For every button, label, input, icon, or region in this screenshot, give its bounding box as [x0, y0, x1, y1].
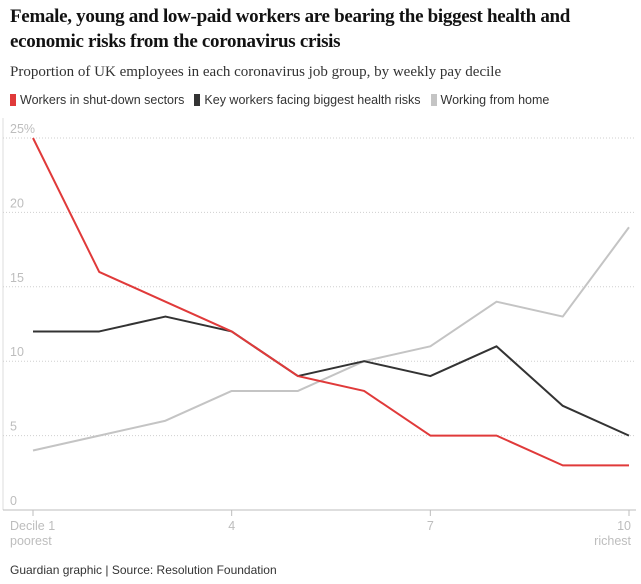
y-tick-label: 10 — [10, 345, 24, 359]
y-tick-label: 20 — [10, 196, 24, 210]
source-note: Guardian graphic | Source: Resolution Fo… — [10, 563, 277, 577]
x-tick-label: Decile 1 — [10, 519, 55, 533]
y-tick-label: 5 — [10, 420, 17, 434]
legend-label: Working from home — [440, 93, 550, 107]
legend-label: Workers in shut-down sectors — [20, 93, 185, 107]
series-line-2 — [32, 226, 630, 452]
legend-item: Key workers facing biggest health risks — [194, 92, 421, 108]
y-tick-label: 0 — [10, 494, 17, 508]
legend: Workers in shut-down sectors Key workers … — [10, 92, 638, 108]
legend-label: Key workers facing biggest health risks — [204, 93, 421, 107]
chart-title: Female, young and low-paid workers are b… — [10, 6, 571, 52]
chart-subtitle: Proportion of UK employees in each coron… — [10, 64, 502, 80]
chart-header: Female, young and low-paid workers are b… — [10, 4, 638, 108]
legend-swatch — [10, 94, 16, 106]
legend-item: Workers in shut-down sectors — [10, 92, 184, 108]
x-tick-sublabel: richest — [594, 534, 631, 548]
x-tick-label: 7 — [427, 519, 434, 533]
y-tick-label: 25% — [10, 122, 35, 136]
series-line-0 — [32, 137, 629, 467]
legend-swatch — [430, 94, 437, 106]
legend-swatch — [194, 94, 201, 106]
legend-item: Working from home — [430, 92, 550, 108]
x-tick-sublabel: poorest — [10, 534, 52, 548]
x-tick-label: 10 — [617, 519, 631, 533]
y-tick-label: 15 — [10, 271, 24, 285]
x-tick-label: 4 — [228, 519, 235, 533]
series-line-1 — [33, 315, 630, 437]
